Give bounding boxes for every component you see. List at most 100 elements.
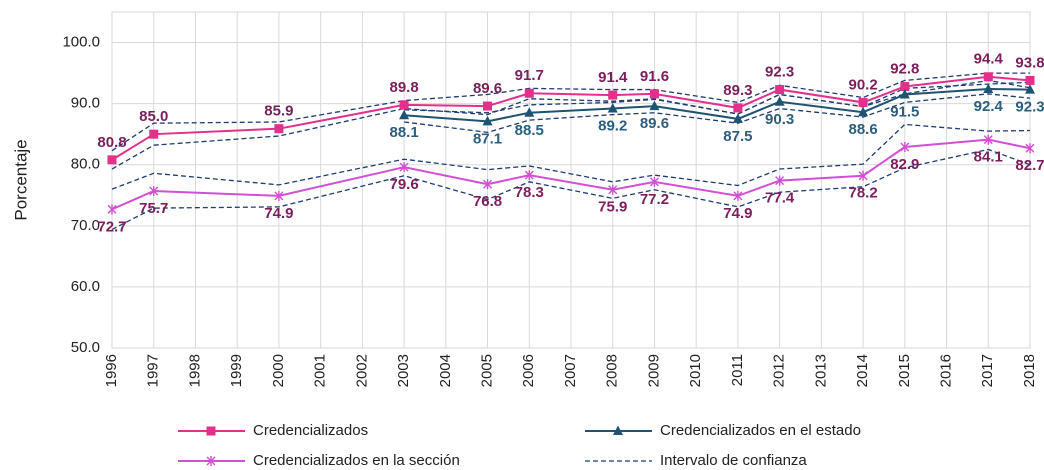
value-label: 79.6 bbox=[389, 176, 418, 193]
value-label: 88.5 bbox=[515, 122, 544, 139]
value-label: 78.2 bbox=[848, 185, 877, 202]
marker bbox=[107, 204, 117, 215]
value-label: 77.2 bbox=[640, 191, 669, 208]
marker bbox=[524, 170, 534, 181]
x-tick-label: 2010 bbox=[687, 354, 704, 387]
value-label: 93.8 bbox=[1015, 54, 1044, 71]
x-tick-label: 2015 bbox=[896, 354, 913, 387]
marker bbox=[775, 85, 785, 95]
value-label: 88.6 bbox=[848, 121, 877, 138]
marker bbox=[900, 82, 910, 92]
confidence-line bbox=[404, 93, 1031, 134]
value-label: 87.5 bbox=[723, 128, 752, 145]
value-label: 92.4 bbox=[974, 98, 1004, 115]
value-label: 82.7 bbox=[1015, 157, 1044, 174]
value-label: 90.2 bbox=[848, 76, 877, 93]
value-label: 91.5 bbox=[890, 103, 919, 120]
y-axis-label: Porcentaje bbox=[11, 139, 30, 220]
x-tick-label: 2005 bbox=[479, 354, 496, 387]
x-tick-label: 2007 bbox=[562, 354, 579, 387]
confidence-line bbox=[111, 79, 1031, 170]
legend-marker bbox=[613, 425, 623, 435]
x-tick-label: 2017 bbox=[979, 354, 996, 387]
legend-label: Credencializados en el estado bbox=[660, 422, 861, 439]
marker bbox=[983, 134, 993, 145]
legend-marker bbox=[206, 456, 216, 466]
x-tick-label: 2013 bbox=[812, 354, 829, 387]
x-tick-label: 2011 bbox=[729, 354, 746, 386]
value-label: 74.9 bbox=[264, 205, 293, 222]
marker bbox=[774, 96, 785, 106]
legend-label: Credencializados bbox=[253, 422, 368, 439]
value-label: 85.0 bbox=[139, 108, 168, 125]
x-tick-label: 2002 bbox=[353, 354, 370, 387]
x-tick-label: 2004 bbox=[437, 354, 454, 387]
value-label: 89.6 bbox=[473, 80, 502, 97]
x-tick-label: 1997 bbox=[145, 354, 162, 387]
marker bbox=[1025, 143, 1035, 154]
x-tick-label: 2001 bbox=[312, 354, 329, 387]
value-label: 78.3 bbox=[515, 184, 544, 201]
marker bbox=[274, 190, 284, 201]
value-label: 91.6 bbox=[640, 68, 669, 85]
marker bbox=[608, 90, 618, 100]
x-tick-label: 2012 bbox=[771, 354, 788, 387]
legend-marker bbox=[206, 426, 216, 436]
x-tick-label: 2018 bbox=[1021, 354, 1038, 387]
y-tick-label: 80.0 bbox=[71, 156, 100, 173]
marker bbox=[983, 72, 993, 82]
y-tick-label: 100.0 bbox=[62, 34, 100, 51]
marker bbox=[900, 142, 910, 153]
marker bbox=[399, 100, 409, 110]
value-label: 94.4 bbox=[974, 51, 1004, 68]
marker bbox=[1025, 84, 1035, 94]
x-tick-label: 1996 bbox=[103, 354, 120, 387]
series-line bbox=[111, 138, 1031, 211]
marker bbox=[983, 83, 994, 93]
marker bbox=[899, 88, 910, 99]
confidence-line bbox=[111, 123, 1031, 190]
marker bbox=[858, 106, 869, 117]
x-tick-label: 1999 bbox=[228, 354, 245, 387]
value-label: 92.3 bbox=[765, 64, 794, 81]
value-label: 85.9 bbox=[264, 103, 293, 120]
x-tick-label: 2008 bbox=[604, 354, 621, 387]
confidence-line bbox=[111, 72, 1030, 152]
marker bbox=[274, 124, 284, 134]
x-tick-label: 1998 bbox=[186, 354, 203, 387]
marker bbox=[732, 113, 743, 123]
marker bbox=[858, 97, 868, 107]
marker bbox=[524, 88, 534, 98]
y-tick-label: 60.0 bbox=[71, 278, 100, 295]
marker bbox=[608, 184, 618, 195]
value-label: 74.9 bbox=[723, 205, 752, 222]
marker bbox=[524, 107, 535, 117]
y-tick-label: 90.0 bbox=[71, 95, 100, 112]
x-tick-label: 2016 bbox=[938, 354, 955, 387]
y-tick-label: 70.0 bbox=[71, 217, 100, 234]
marker bbox=[775, 175, 785, 186]
value-label: 90.3 bbox=[765, 111, 794, 128]
legend-label: Credencializados en la sección bbox=[253, 452, 460, 469]
marker bbox=[649, 100, 660, 111]
value-label: 89.6 bbox=[640, 115, 669, 132]
value-label: 89.2 bbox=[598, 117, 627, 134]
value-label: 77.4 bbox=[765, 190, 795, 207]
marker bbox=[649, 89, 659, 99]
marker bbox=[399, 162, 409, 173]
value-label: 72.7 bbox=[97, 218, 126, 235]
series-line bbox=[111, 75, 1031, 161]
plot-border bbox=[111, 11, 1031, 349]
marker bbox=[483, 101, 493, 111]
value-label: 92.8 bbox=[890, 60, 919, 77]
value-label: 75.9 bbox=[598, 199, 627, 216]
marker bbox=[149, 185, 159, 196]
marker bbox=[858, 170, 868, 181]
marker bbox=[107, 155, 117, 165]
legend-label: Intervalo de confianza bbox=[660, 452, 807, 469]
marker bbox=[483, 179, 493, 190]
value-label: 82.9 bbox=[890, 156, 919, 173]
value-label: 84.1 bbox=[974, 149, 1003, 166]
value-label: 89.3 bbox=[723, 82, 752, 99]
